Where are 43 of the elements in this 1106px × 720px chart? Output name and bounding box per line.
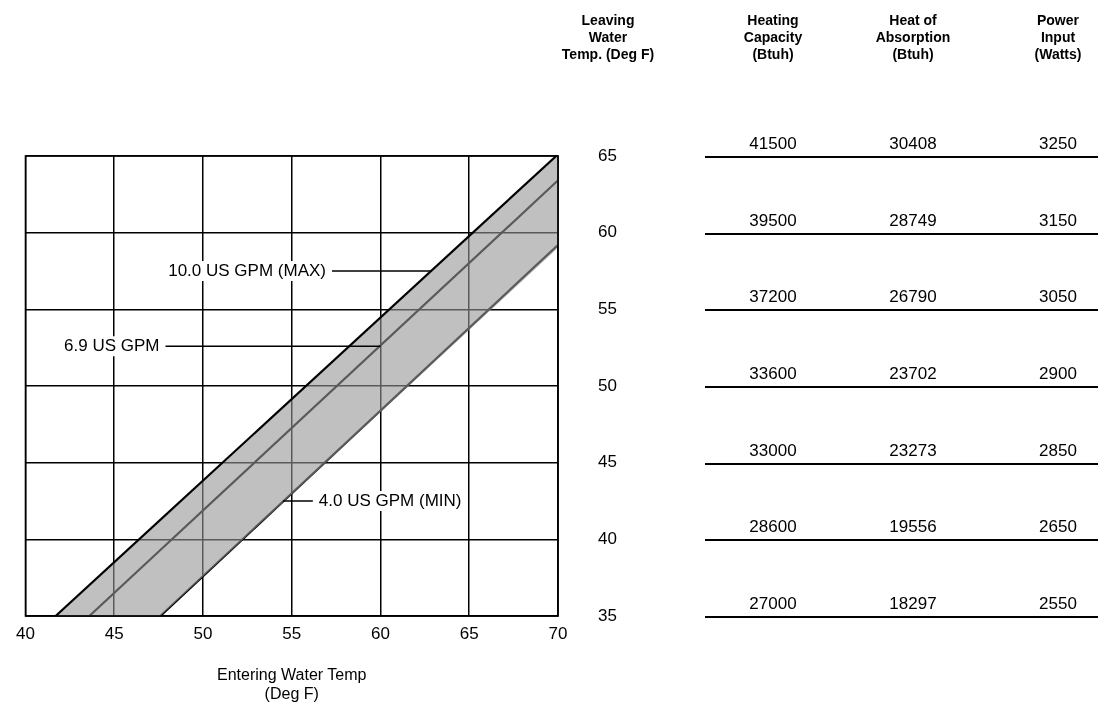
text: 3050 [1039, 287, 1077, 307]
text: 2550 [1039, 594, 1077, 613]
text: 2850 [1039, 440, 1077, 460]
text: 3150 [1039, 210, 1077, 230]
text: 27000 [749, 594, 797, 613]
category-label: Heating Capacity (Btuh) [742, 12, 804, 63]
annotation: 4.0 US GPM (MIN) [318, 490, 462, 510]
y-axis-title: Leaving Water Temp. (Deg F) [560, 12, 656, 63]
text: 2650 [1039, 517, 1077, 537]
x-tick-label: 60 [371, 623, 390, 643]
y-tick-label: 35 [598, 605, 617, 625]
text: 33600 [749, 364, 797, 383]
text: 39500 [749, 210, 797, 230]
annotation: 6.9 US GPM [64, 335, 160, 355]
text: 23273 [889, 440, 937, 460]
annotation: 10.0 US GPM (MAX) [168, 260, 326, 280]
y-tick-label: 45 [598, 452, 617, 472]
text: 28600 [749, 517, 797, 537]
y-tick-label: 40 [598, 529, 617, 549]
text: 23702 [889, 364, 937, 383]
x-tick-label: 65 [459, 623, 479, 643]
text: 3250 [1039, 134, 1077, 153]
category-label: Heat of Absorption (Btuh) [874, 12, 952, 63]
text: 33000 [749, 440, 797, 460]
text: 28749 [889, 210, 937, 230]
x-tick-label: 55 [282, 623, 302, 643]
text: 30408 [889, 134, 937, 153]
text: 2900 [1039, 364, 1077, 383]
text: 19556 [889, 517, 937, 537]
x-axis-title: Entering Water Temp (Deg F) [217, 665, 367, 702]
text: 26790 [889, 287, 937, 307]
y-tick-label: 50 [598, 375, 617, 395]
y-tick-label: 60 [598, 222, 617, 242]
y-tick-label: 55 [598, 299, 617, 319]
x-tick-label: 40 [15, 623, 35, 643]
text: 41500 [749, 134, 797, 153]
y-tick-label: 65 [598, 145, 617, 165]
x-tick-label: 45 [104, 623, 124, 643]
x-tick-label: 70 [548, 623, 568, 643]
text: 37200 [749, 287, 797, 307]
category-label: Power Input (Watts) [1033, 12, 1083, 63]
x-tick-label: 50 [193, 623, 213, 643]
text: 18297 [889, 594, 937, 613]
